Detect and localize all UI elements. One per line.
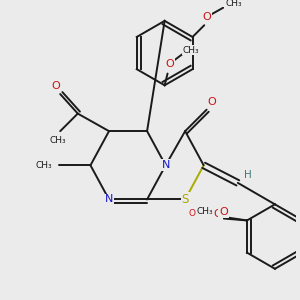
Text: CH₃: CH₃ (197, 207, 213, 216)
Text: S: S (182, 193, 189, 206)
Text: O: O (207, 97, 216, 107)
Text: O: O (219, 207, 228, 217)
Text: O: O (203, 12, 212, 22)
Text: H: H (244, 170, 251, 180)
Text: O: O (51, 81, 60, 91)
Text: O: O (165, 59, 174, 69)
Text: CH₃: CH₃ (50, 136, 67, 146)
Text: N: N (161, 160, 170, 170)
Text: O: O (213, 208, 222, 219)
Text: CH₃: CH₃ (225, 0, 242, 8)
Text: OCH₃: OCH₃ (188, 209, 212, 218)
Text: CH₃: CH₃ (35, 161, 52, 170)
Text: CH₃: CH₃ (183, 46, 199, 55)
Text: N: N (105, 194, 113, 205)
